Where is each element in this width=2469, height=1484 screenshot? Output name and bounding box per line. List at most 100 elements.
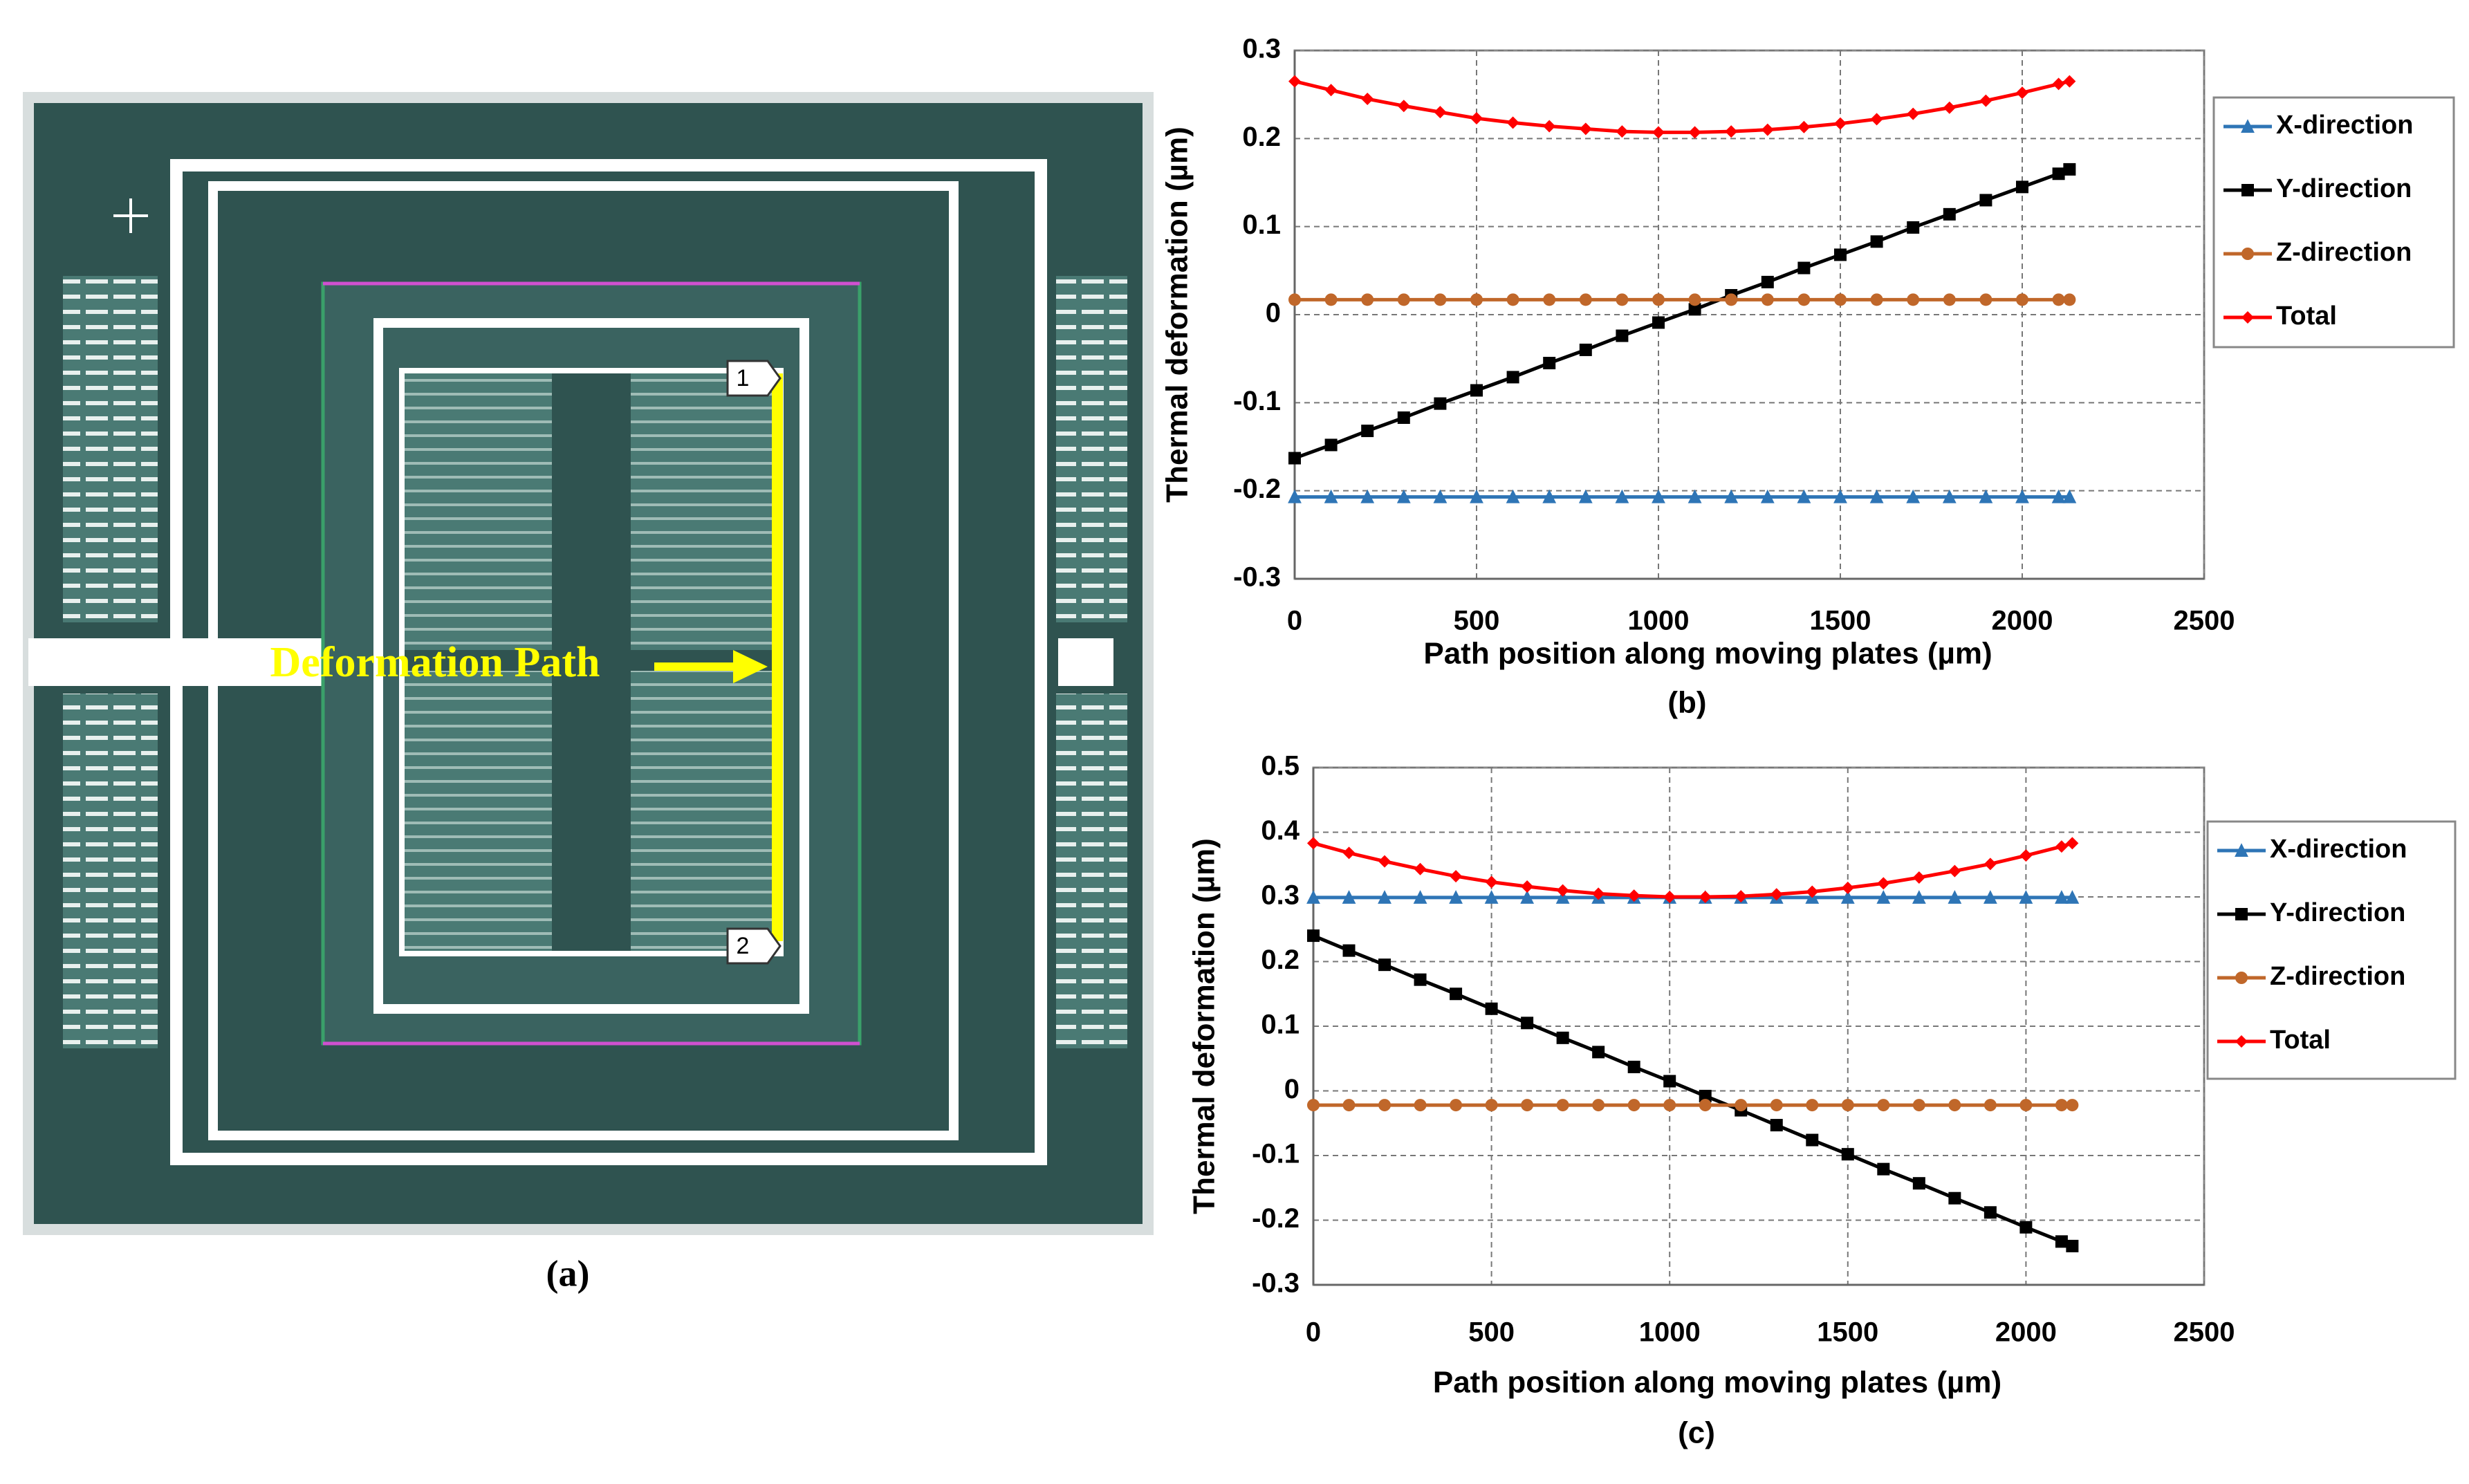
x-tick-label: 500 bbox=[1454, 606, 1500, 636]
x-tick-label: 500 bbox=[1468, 1317, 1515, 1348]
x-tick-label: 0 bbox=[1306, 1317, 1321, 1348]
marker bbox=[1663, 1075, 1676, 1088]
marker bbox=[1506, 116, 1519, 129]
marker bbox=[1616, 329, 1629, 342]
marker bbox=[1979, 489, 1993, 503]
marker bbox=[1869, 489, 1884, 503]
legend-label: X-direction bbox=[2270, 835, 2407, 864]
y-tick-label: -0.2 bbox=[1252, 1203, 1300, 1234]
marker bbox=[1688, 293, 1701, 306]
marker bbox=[1877, 1099, 1890, 1112]
marker bbox=[1627, 889, 1640, 902]
marker bbox=[1543, 120, 1556, 133]
marker bbox=[1361, 425, 1374, 438]
marker bbox=[2055, 1099, 2068, 1112]
marker bbox=[1983, 1206, 1997, 1219]
marker bbox=[1324, 438, 1338, 452]
x-tick-label: 1000 bbox=[1639, 1317, 1701, 1348]
marker bbox=[1761, 293, 1774, 306]
y-tick-label: 0.1 bbox=[1261, 1010, 1300, 1040]
marker bbox=[1288, 75, 1301, 88]
marker bbox=[1342, 1099, 1356, 1112]
caption: (b) bbox=[1667, 686, 1706, 720]
marker bbox=[1943, 293, 1956, 306]
marker bbox=[2016, 86, 2028, 100]
marker bbox=[1555, 890, 1570, 904]
marker bbox=[1542, 489, 1557, 503]
marker bbox=[2052, 77, 2065, 91]
marker bbox=[2066, 837, 2079, 850]
marker bbox=[1360, 489, 1375, 503]
marker bbox=[1652, 316, 1665, 329]
marker bbox=[1663, 1099, 1676, 1112]
marker bbox=[1324, 293, 1338, 306]
marker bbox=[1797, 489, 1811, 503]
y-axis-title: Thermal deformation (µm) bbox=[1160, 127, 1194, 503]
marker bbox=[1470, 489, 1483, 503]
legend-marker bbox=[2235, 908, 2248, 920]
marker bbox=[1615, 489, 1629, 503]
marker bbox=[1556, 1031, 1569, 1044]
marker bbox=[1378, 855, 1391, 868]
marker bbox=[1834, 293, 1847, 306]
marker bbox=[1627, 1060, 1640, 1073]
marker bbox=[1342, 944, 1356, 957]
marker bbox=[1449, 890, 1463, 904]
marker-box bbox=[726, 360, 782, 397]
marker bbox=[1521, 1099, 1534, 1112]
marker bbox=[1688, 303, 1701, 316]
marker bbox=[2063, 293, 2076, 306]
marker bbox=[1797, 293, 1811, 306]
marker bbox=[1288, 293, 1301, 306]
path-marker: 1 bbox=[737, 365, 750, 391]
marker bbox=[1870, 113, 1883, 126]
marker bbox=[1307, 1099, 1320, 1112]
legend-marker bbox=[2241, 184, 2254, 196]
marker bbox=[1506, 293, 1519, 306]
marker bbox=[1761, 123, 1774, 136]
x-tick-label: 2000 bbox=[1995, 1317, 2057, 1348]
marker bbox=[1485, 1099, 1498, 1112]
marker bbox=[2062, 489, 2077, 503]
legend-label: Z-direction bbox=[2276, 238, 2412, 267]
marker bbox=[1806, 1133, 1819, 1147]
marker-box bbox=[726, 927, 782, 965]
marker bbox=[1841, 881, 1854, 894]
marker bbox=[1324, 489, 1338, 503]
marker bbox=[1761, 275, 1774, 288]
marker bbox=[1652, 489, 1665, 503]
marker bbox=[1770, 888, 1783, 901]
legend-label: Total bbox=[2276, 302, 2337, 331]
y-tick-label: -0.1 bbox=[1252, 1139, 1300, 1169]
legend bbox=[2206, 820, 2457, 1080]
marker bbox=[2019, 890, 2033, 904]
path-marker: 2 bbox=[737, 933, 750, 959]
marker bbox=[1414, 862, 1427, 875]
x-axis-title: Path position along moving plates (µm) bbox=[1423, 637, 1992, 671]
marker bbox=[2063, 163, 2076, 176]
layout-image bbox=[23, 92, 1154, 1235]
marker bbox=[1378, 958, 1391, 972]
marker bbox=[1578, 489, 1593, 503]
marker bbox=[1834, 117, 1847, 130]
marker bbox=[2016, 180, 2028, 194]
marker bbox=[1414, 1099, 1427, 1112]
marker bbox=[1378, 890, 1391, 904]
marker bbox=[1627, 1099, 1640, 1112]
x-tick-label: 1000 bbox=[1628, 606, 1690, 636]
legend-marker bbox=[2241, 311, 2254, 324]
y-tick-label: 0.3 bbox=[1242, 34, 1281, 64]
marker bbox=[2055, 840, 2068, 853]
y-tick-label: -0.1 bbox=[1233, 386, 1281, 416]
annotation: Deformation Path bbox=[270, 639, 600, 686]
marker bbox=[1870, 293, 1883, 306]
marker bbox=[1948, 1191, 1961, 1205]
marker bbox=[1907, 293, 1920, 306]
marker bbox=[1652, 126, 1665, 139]
marker bbox=[2052, 167, 2065, 180]
marker bbox=[1877, 877, 1890, 890]
marker bbox=[1735, 890, 1748, 903]
caption: (a) bbox=[546, 1252, 590, 1294]
